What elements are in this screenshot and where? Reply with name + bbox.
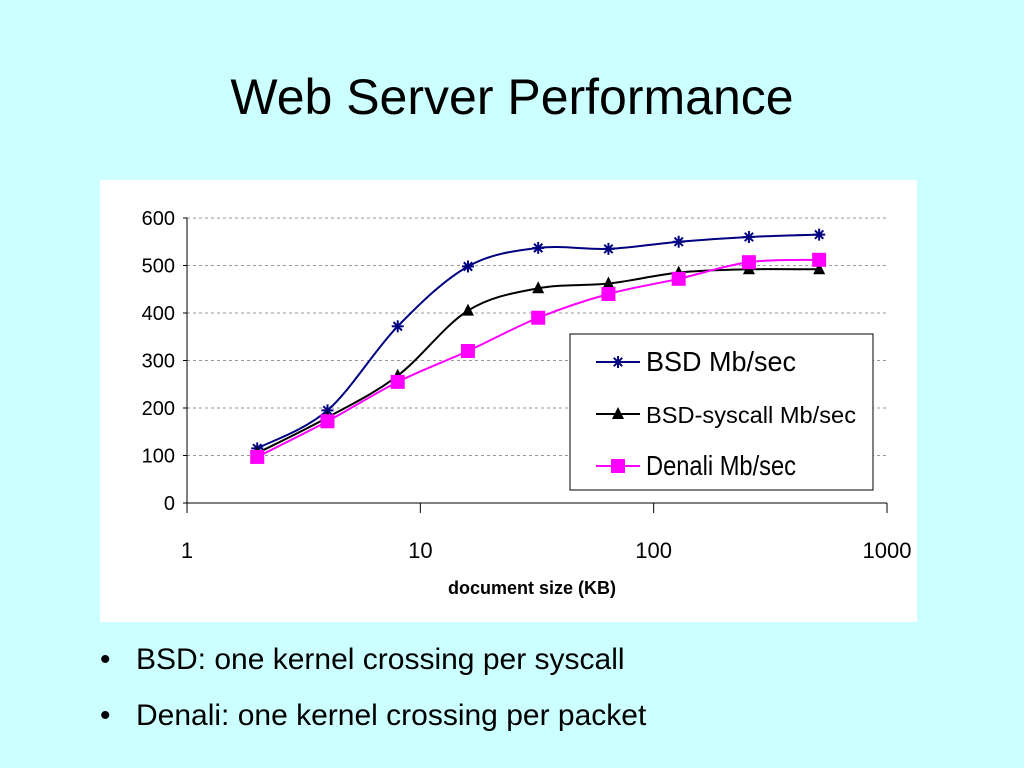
- data-point: [813, 262, 826, 275]
- data-point: [601, 287, 616, 301]
- series-layer: [250, 228, 827, 464]
- data-point: [672, 235, 685, 248]
- data-point: [741, 255, 756, 270]
- data-point: [813, 228, 826, 241]
- data-point: [812, 252, 827, 267]
- series-1: [251, 228, 826, 455]
- data-point: [531, 310, 546, 325]
- data-point: [390, 374, 405, 389]
- bullet-dot: •: [100, 643, 111, 676]
- chart-panel: 0 100 200 300 400 500 600 1 10 100 1000 document s…: [100, 180, 917, 622]
- marker-stroke: [673, 236, 684, 247]
- series-line: [256, 233, 820, 450]
- bullet-list: • BSD: one kernel crossing per syscall • D…: [100, 640, 980, 752]
- data-point: [461, 260, 474, 273]
- data-point: [532, 241, 545, 254]
- data-point: [532, 281, 545, 294]
- y-tick-label: 100: [142, 446, 175, 468]
- bullet-item: • Denali: one kernel crossing per packet: [100, 696, 980, 752]
- marker-stroke: [603, 243, 614, 254]
- data-point: [320, 414, 335, 429]
- axes: 0 100 200 300 400 500 600 1 10 100 1000: [142, 208, 912, 563]
- performance-chart: 0 100 200 300 400 500 600 1 10 100 1000 document s…: [142, 208, 912, 598]
- x-tick-label: 1: [181, 538, 193, 563]
- data-point: [250, 449, 265, 464]
- x-tick-label: 100: [635, 538, 672, 563]
- marker-stroke: [392, 321, 403, 332]
- y-tick-label: 0: [164, 493, 175, 515]
- data-point: [742, 231, 755, 243]
- data-point: [461, 303, 474, 316]
- marker-stroke: [533, 243, 544, 253]
- data-point: [602, 276, 615, 289]
- legend-label: BSD-syscall Mb/sec: [646, 402, 856, 428]
- y-tick-label: 300: [142, 351, 175, 373]
- slide-title: Web Server Performance: [230, 69, 794, 125]
- legend-label: BSD Mb/sec: [646, 346, 796, 377]
- data-point: [391, 320, 404, 333]
- x-tick-label: 10: [408, 538, 432, 563]
- marker-stroke: [463, 261, 473, 272]
- bullet-item: • BSD: one kernel crossing per syscall: [100, 640, 980, 696]
- y-tick-label: 400: [142, 303, 175, 325]
- data-point: [671, 271, 686, 286]
- marker-stroke: [744, 232, 754, 242]
- legend-marker: [612, 407, 624, 419]
- legend-marker: [612, 356, 624, 368]
- y-tick-label: 600: [142, 208, 175, 230]
- bullet-text: BSD: one kernel crossing per syscall: [136, 643, 625, 676]
- legend-marker: [611, 459, 625, 473]
- marker-stroke: [814, 229, 825, 240]
- marker-stroke: [322, 405, 333, 416]
- data-point: [602, 242, 615, 255]
- data-point: [460, 344, 475, 358]
- x-tick-label: 1000: [863, 538, 912, 563]
- y-tick-label: 200: [142, 398, 175, 420]
- bullet-text: Denali: one kernel crossing per packet: [136, 699, 647, 732]
- x-axis-label: document size (KB): [448, 578, 616, 598]
- bullet-dot: •: [100, 699, 111, 732]
- marker-stroke: [613, 357, 623, 367]
- series-3: [250, 252, 827, 464]
- legend-label: Denali Mb/sec: [646, 450, 796, 481]
- y-tick-label: 500: [142, 256, 175, 278]
- legend: BSD Mb/sec BSD-syscall Mb/sec Denali Mb/se…: [569, 333, 874, 491]
